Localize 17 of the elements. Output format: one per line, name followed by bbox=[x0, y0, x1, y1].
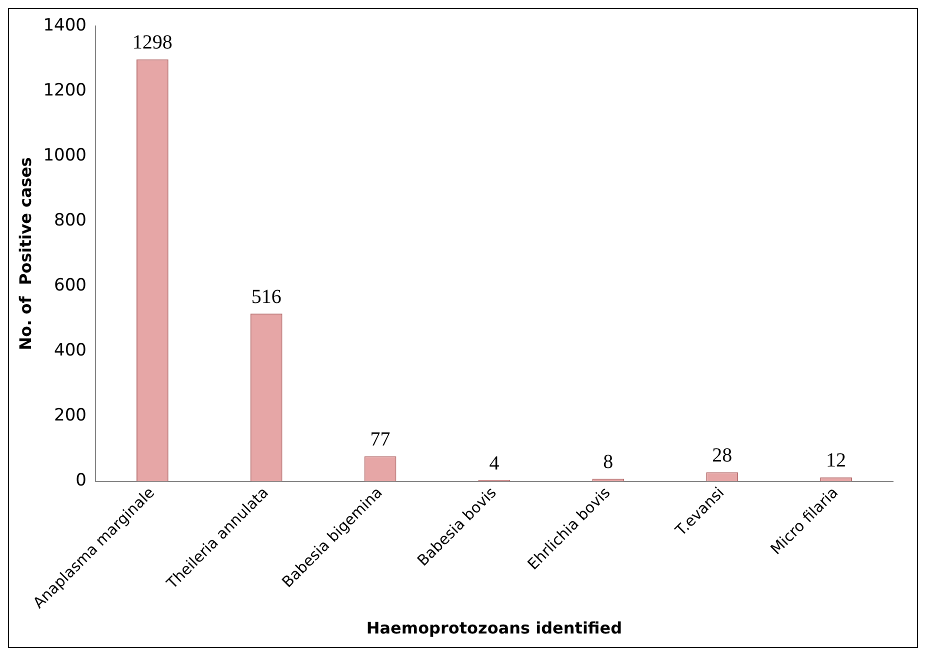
data-label: 8 bbox=[603, 450, 614, 473]
y-tick-label: 800 bbox=[54, 210, 86, 231]
y-tick-label: 400 bbox=[54, 340, 86, 361]
y-tick-label: 1200 bbox=[43, 80, 86, 101]
y-tick-label: 0 bbox=[76, 470, 86, 491]
y-tick-label: 1000 bbox=[43, 146, 86, 166]
y-tick-label: 1400 bbox=[43, 16, 86, 36]
data-label: 77 bbox=[370, 428, 390, 451]
y-axis-title: No. of Positive cases bbox=[16, 157, 35, 350]
x-axis-title: Haemoprotozoans identified bbox=[366, 618, 622, 638]
data-label: 28 bbox=[712, 444, 732, 466]
y-tick-label: 200 bbox=[54, 406, 86, 426]
data-label: 516 bbox=[251, 286, 282, 308]
data-label: 4 bbox=[489, 452, 500, 474]
y-tick-label: 600 bbox=[54, 276, 86, 296]
data-label: 12 bbox=[826, 450, 846, 472]
data-label: 1298 bbox=[132, 32, 172, 54]
